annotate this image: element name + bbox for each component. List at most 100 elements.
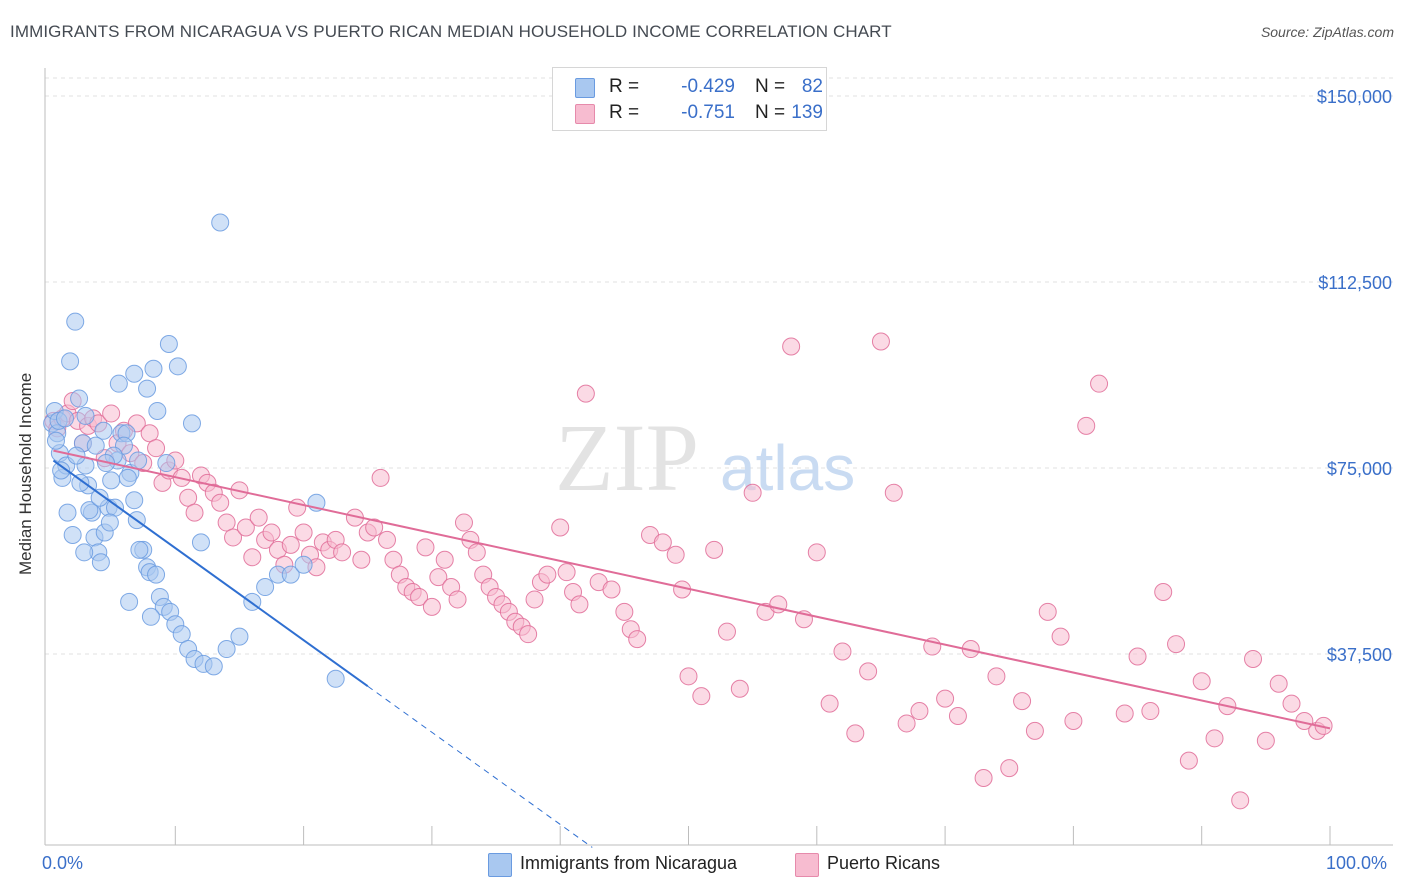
correlation-legend: R = -0.429 N = 82 R = -0.751 N = 139 <box>552 67 827 131</box>
data-point <box>185 503 204 522</box>
data-point <box>100 513 119 532</box>
data-point <box>743 483 762 502</box>
data-point <box>157 454 176 473</box>
data-point <box>211 493 230 512</box>
data-point <box>782 337 801 356</box>
data-point <box>109 374 128 393</box>
data-point <box>125 491 144 510</box>
data-point <box>1269 674 1288 693</box>
data-point <box>102 404 121 423</box>
y-tick-label: $75,000 <box>1327 459 1392 479</box>
y-tick-label: $150,000 <box>1317 87 1392 107</box>
data-point <box>249 508 268 527</box>
data-point <box>120 592 139 611</box>
legend-swatch-puerto-ricans <box>575 104 595 124</box>
data-point <box>1064 711 1083 730</box>
data-point <box>130 540 149 559</box>
source-label: Source: ZipAtlas.com <box>1260 24 1394 40</box>
data-point <box>281 535 300 554</box>
data-point <box>1115 704 1134 723</box>
y-axis-label: Median Household Income <box>16 372 35 575</box>
data-point <box>147 565 166 584</box>
data-point <box>236 518 255 537</box>
data-point <box>448 590 467 609</box>
data-point <box>147 439 166 458</box>
data-point <box>551 518 570 537</box>
legend-swatch-nicaragua <box>575 78 595 98</box>
y-tick-label: $112,500 <box>1318 273 1392 293</box>
data-point <box>224 528 243 547</box>
data-point <box>352 550 371 569</box>
data-point <box>102 471 121 490</box>
data-point <box>365 518 384 537</box>
y-tick-labels: $37,500 $75,000 $112,500 $150,000 <box>1317 87 1392 665</box>
data-point <box>66 312 85 331</box>
data-point <box>86 436 105 455</box>
data-point <box>422 597 441 616</box>
data-point <box>217 640 236 659</box>
data-point <box>410 587 429 606</box>
data-point <box>948 707 967 725</box>
data-point <box>75 543 94 562</box>
data-point <box>897 714 916 733</box>
data-point <box>1282 694 1301 713</box>
data-point <box>570 595 589 614</box>
data-point <box>141 607 160 626</box>
data-point <box>211 213 230 232</box>
data-point <box>281 565 300 584</box>
data-point <box>70 389 89 408</box>
data-point <box>1128 647 1147 666</box>
data-point <box>717 622 736 641</box>
data-point <box>52 461 71 480</box>
data-point <box>1179 751 1198 770</box>
data-point <box>525 590 544 609</box>
data-point <box>871 332 890 351</box>
data-point <box>974 769 993 787</box>
trend-line-nicaragua <box>52 459 369 688</box>
data-point <box>144 359 163 378</box>
data-point <box>987 667 1006 686</box>
data-point <box>416 538 435 557</box>
series-puerto-ricans <box>44 332 1333 810</box>
bottom-legend-label: Immigrants from Nicaragua <box>520 853 738 873</box>
data-point <box>118 468 137 487</box>
data-point <box>653 533 672 552</box>
data-point <box>90 488 109 507</box>
data-point <box>76 406 95 425</box>
legend-r-label: R = <box>609 102 640 123</box>
data-point <box>377 530 396 549</box>
bottom-legend-swatch-nicaragua <box>488 853 512 877</box>
data-point <box>262 523 281 542</box>
data-point <box>1141 702 1160 721</box>
data-point <box>859 662 878 681</box>
data-point <box>730 679 749 698</box>
data-point <box>628 630 647 649</box>
data-point <box>846 724 865 743</box>
data-point <box>148 401 167 420</box>
data-point <box>557 563 576 582</box>
watermark-atlas: atlas <box>720 432 855 504</box>
data-point <box>467 543 486 562</box>
data-point <box>191 533 210 552</box>
x-tick-label-max: 100.0% <box>1326 853 1388 873</box>
data-point <box>217 513 236 532</box>
bottom-legend-swatch-puerto-ricans <box>795 853 819 877</box>
data-point <box>138 379 157 398</box>
data-point <box>94 421 113 440</box>
data-point <box>692 687 711 706</box>
data-point <box>129 451 148 470</box>
data-point <box>384 550 403 569</box>
legend-n-label: N = <box>755 102 786 123</box>
x-tick-label-min: 0.0% <box>42 853 84 873</box>
data-point <box>1038 602 1057 621</box>
data-point <box>429 568 448 587</box>
data-point <box>326 669 345 688</box>
data-point <box>1000 759 1019 778</box>
chart-title: IMMIGRANTS FROM NICARAGUA VS PUERTO RICA… <box>10 22 892 41</box>
data-point <box>333 543 352 562</box>
data-point <box>61 352 80 371</box>
data-point <box>1192 672 1211 691</box>
data-point <box>1231 791 1250 810</box>
data-point <box>1154 583 1173 601</box>
